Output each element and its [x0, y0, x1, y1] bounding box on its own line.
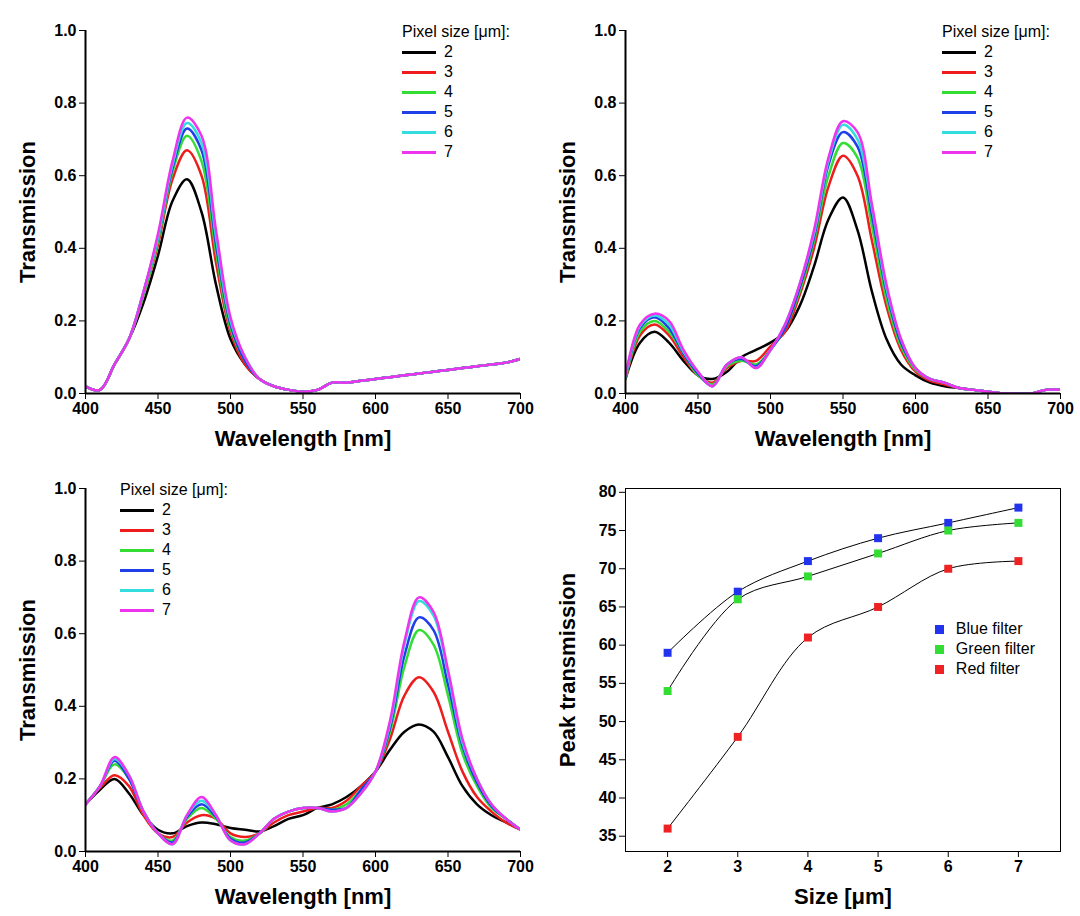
- svg-text:Wavelength [nm]: Wavelength [nm]: [215, 884, 391, 909]
- svg-text:600: 600: [902, 400, 929, 417]
- svg-text:600: 600: [362, 858, 389, 875]
- html-text:Pixel size [μm]:: Pixel size [μm]:: [402, 23, 510, 40]
- svg-text:0.2: 0.2: [54, 312, 76, 329]
- html-text:Red filter: Red filter: [955, 660, 1020, 677]
- svg-text:0.0: 0.0: [54, 384, 77, 402]
- svg-text:0.0: 0.0: [54, 842, 77, 860]
- svg-text:0.8: 0.8: [54, 94, 76, 111]
- svg-text:0.0: 0.0: [594, 384, 617, 402]
- svg-text:550: 550: [290, 858, 317, 875]
- html-text:5: 5: [444, 103, 453, 120]
- svg-text:35: 35: [599, 827, 617, 844]
- svg-text:1.0: 1.0: [594, 22, 616, 39]
- html-text:Blue filter: Blue filter: [955, 620, 1023, 637]
- html-text:2: 2: [984, 43, 993, 60]
- svg-text:6: 6: [944, 858, 953, 875]
- svg-text:Wavelength [nm]: Wavelength [nm]: [755, 426, 931, 451]
- svg-text:600: 600: [362, 400, 389, 417]
- svg-text:0.4: 0.4: [54, 239, 76, 256]
- svg-text:1.0: 1.0: [54, 480, 76, 497]
- html-text:4: 4: [984, 83, 993, 100]
- svg-text:Transmission: Transmission: [15, 141, 40, 283]
- html-text:7: 7: [444, 143, 453, 160]
- svg-text:700: 700: [1047, 400, 1074, 417]
- html-text:5: 5: [162, 561, 171, 578]
- html-text:5: 5: [984, 103, 993, 120]
- svg-text:700: 700: [507, 858, 534, 875]
- svg-text:650: 650: [975, 400, 1002, 417]
- svg-text:400: 400: [72, 858, 99, 875]
- html-text:Pixel size [μm]:: Pixel size [μm]:: [942, 23, 1050, 40]
- svg-text:450: 450: [145, 858, 172, 875]
- svg-text:0.6: 0.6: [54, 625, 76, 642]
- svg-text:70: 70: [599, 560, 617, 577]
- html-text:4: 4: [444, 83, 453, 100]
- svg-text:Peak transmission: Peak transmission: [555, 573, 580, 767]
- svg-text:400: 400: [612, 400, 639, 417]
- html-text:2: 2: [444, 43, 453, 60]
- html-text:3: 3: [984, 63, 993, 80]
- svg-text:450: 450: [145, 400, 172, 417]
- svg-text:550: 550: [830, 400, 857, 417]
- svg-text:0.4: 0.4: [594, 239, 616, 256]
- svg-text:Transmission: Transmission: [15, 599, 40, 741]
- svg-text:650: 650: [435, 858, 462, 875]
- html-text:Green filter: Green filter: [955, 640, 1035, 657]
- svg-text:40: 40: [599, 789, 617, 806]
- svg-text:500: 500: [757, 400, 784, 417]
- html-text:3: 3: [444, 63, 453, 80]
- html-text:3: 3: [162, 521, 171, 538]
- svg-text:2: 2: [663, 858, 672, 875]
- svg-text:80: 80: [599, 483, 617, 500]
- html-text:7: 7: [162, 601, 171, 618]
- svg-text:45: 45: [599, 751, 617, 768]
- svg-text:55: 55: [599, 674, 617, 691]
- svg-text:1.0: 1.0: [54, 22, 76, 39]
- svg-text:550: 550: [290, 400, 317, 417]
- svg-text:400: 400: [72, 400, 99, 417]
- html-text:4: 4: [162, 541, 171, 558]
- svg-text:0.6: 0.6: [54, 167, 76, 184]
- svg-text:0.2: 0.2: [54, 770, 76, 787]
- html-text:6: 6: [444, 123, 453, 140]
- svg-text:Size [μm]: Size [μm]: [794, 884, 892, 909]
- svg-text:7: 7: [1014, 858, 1023, 875]
- svg-text:700: 700: [507, 400, 534, 417]
- svg-text:4: 4: [803, 858, 812, 875]
- svg-text:3: 3: [733, 858, 742, 875]
- svg-text:500: 500: [217, 400, 244, 417]
- html-text:6: 6: [162, 581, 171, 598]
- svg-text:500: 500: [217, 858, 244, 875]
- html-text:6: 6: [984, 123, 993, 140]
- svg-text:65: 65: [599, 598, 617, 615]
- svg-text:5: 5: [874, 858, 883, 875]
- svg-text:Transmission: Transmission: [555, 141, 580, 283]
- svg-text:60: 60: [599, 636, 617, 653]
- svg-text:0.8: 0.8: [594, 94, 616, 111]
- html-text:2: 2: [162, 501, 171, 518]
- svg-text:0.6: 0.6: [594, 167, 616, 184]
- svg-text:Wavelength [nm]: Wavelength [nm]: [215, 426, 391, 451]
- svg-text:650: 650: [435, 400, 462, 417]
- svg-text:75: 75: [599, 522, 617, 539]
- html-text:Pixel size [μm]:: Pixel size [μm]:: [120, 481, 228, 498]
- svg-text:450: 450: [685, 400, 712, 417]
- svg-text:0.8: 0.8: [54, 552, 76, 569]
- svg-text:50: 50: [599, 713, 617, 730]
- svg-text:0.4: 0.4: [54, 697, 76, 714]
- html-text:7: 7: [984, 143, 993, 160]
- svg-text:0.2: 0.2: [594, 312, 616, 329]
